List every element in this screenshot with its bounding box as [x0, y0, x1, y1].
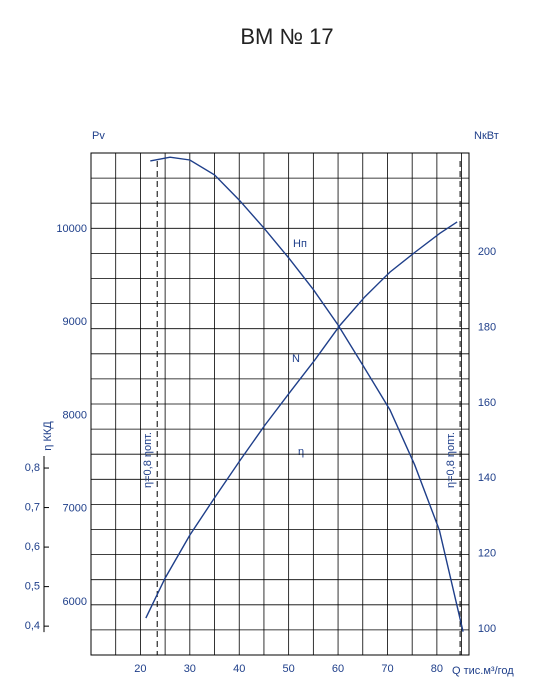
x-tick-label: 60 [332, 663, 344, 675]
y2-tick-label: 140 [478, 472, 496, 484]
x-tick-label: 40 [233, 663, 245, 675]
y-tick-label: 6000 [63, 596, 87, 608]
marker-label: η=0,8 ηопт. [445, 432, 457, 488]
eta-label: η [298, 446, 304, 458]
y3-tick-label: 0,8 [25, 462, 40, 474]
y-tick-label: 7000 [63, 503, 87, 515]
x-tick-label: 30 [184, 663, 196, 675]
y-tick-label: 9000 [63, 316, 87, 328]
y2-tick-label: 100 [478, 623, 496, 635]
y3-axis-label: η ККД [42, 421, 54, 451]
x-tick-label: 20 [134, 663, 146, 675]
plot-frame [90, 152, 470, 656]
y2-tick-label: 180 [478, 321, 496, 333]
y3-tick-label: 0,6 [25, 541, 40, 553]
x-axis-label: Q тис.м³/год [452, 665, 514, 677]
line [145, 221, 458, 619]
y-tick-label: 10000 [56, 223, 87, 235]
y2-tick-label: 120 [478, 548, 496, 560]
y-axis-label: Pv [92, 130, 105, 142]
y-tick-label: 8000 [63, 409, 87, 421]
y3-tick-label: 0,5 [25, 581, 40, 593]
series-label: Hп [293, 238, 307, 250]
line [150, 156, 464, 632]
y2-tick-label: 160 [478, 397, 496, 409]
marker-label: η=0,8 ηопт. [142, 432, 154, 488]
y3-tick-label: 0,7 [25, 501, 40, 513]
chart-title: ВМ № 17 [240, 24, 333, 49]
y2-axis-label: NкВт [474, 130, 499, 142]
x-tick-label: 70 [381, 663, 393, 675]
y2-tick-label: 200 [478, 246, 496, 258]
y3-tick-label: 0,4 [25, 620, 40, 632]
x-tick-label: 80 [431, 663, 443, 675]
x-tick-label: 50 [283, 663, 295, 675]
series-label: N [292, 353, 300, 365]
